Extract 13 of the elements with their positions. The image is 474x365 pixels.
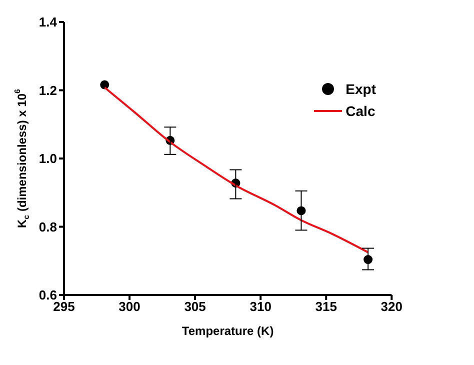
y-tick-label: 1.0 [38, 151, 57, 166]
point [100, 80, 110, 90]
x-tick-label: 310 [250, 299, 272, 314]
y-tick-label: 0.8 [38, 219, 57, 234]
y-tick-label: 1.4 [38, 14, 58, 30]
x-tick-label: 300 [118, 299, 140, 314]
legend-label: Expt [346, 81, 376, 97]
x-tick-label: 315 [315, 299, 337, 314]
x-tick-label: 320 [380, 299, 403, 314]
x-tick-label: 305 [184, 299, 206, 314]
legend-label: Calc [346, 103, 376, 119]
x-axis-title: Temperature (K) [182, 324, 274, 338]
y-tick-label: 1.2 [38, 82, 57, 98]
